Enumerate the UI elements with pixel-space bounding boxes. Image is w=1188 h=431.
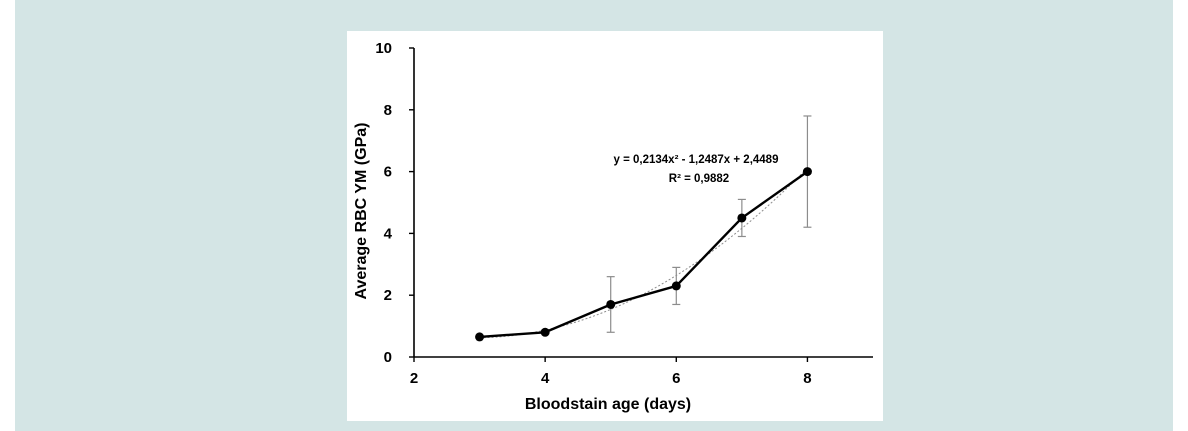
figure-background: Average RBC YM (GPa) Bloodstain age (day… xyxy=(15,0,1173,431)
data-point xyxy=(606,299,616,309)
x-tick-label: 4 xyxy=(541,370,550,387)
x-axis-title: Bloodstain age (days) xyxy=(525,396,691,413)
y-tick-label: 0 xyxy=(384,349,392,366)
trendline-r-squared: R² = 0,9882 xyxy=(669,173,729,185)
data-point xyxy=(737,213,747,223)
x-tick-label: 2 xyxy=(410,370,418,387)
y-tick-label: 4 xyxy=(384,225,393,242)
y-tick-label: 8 xyxy=(384,102,392,119)
data-point xyxy=(475,332,485,342)
x-tick-label: 8 xyxy=(803,370,811,387)
x-tick-label: 6 xyxy=(672,370,680,387)
data-point xyxy=(540,327,550,337)
y-axis-title: Average RBC YM (GPa) xyxy=(353,123,370,300)
y-tick-label: 10 xyxy=(375,40,392,57)
line-chart: Average RBC YM (GPa) Bloodstain age (day… xyxy=(353,40,873,413)
chart-panel: Average RBC YM (GPa) Bloodstain age (day… xyxy=(347,31,883,421)
y-tick-label: 2 xyxy=(384,287,392,304)
trendline-equation: y = 0,2134x² - 1,2487x + 2,4489 xyxy=(614,154,779,166)
data-point xyxy=(671,281,681,291)
trendline xyxy=(479,167,808,339)
series-line xyxy=(479,170,809,339)
data-point xyxy=(802,167,812,177)
y-tick-label: 6 xyxy=(384,164,392,181)
